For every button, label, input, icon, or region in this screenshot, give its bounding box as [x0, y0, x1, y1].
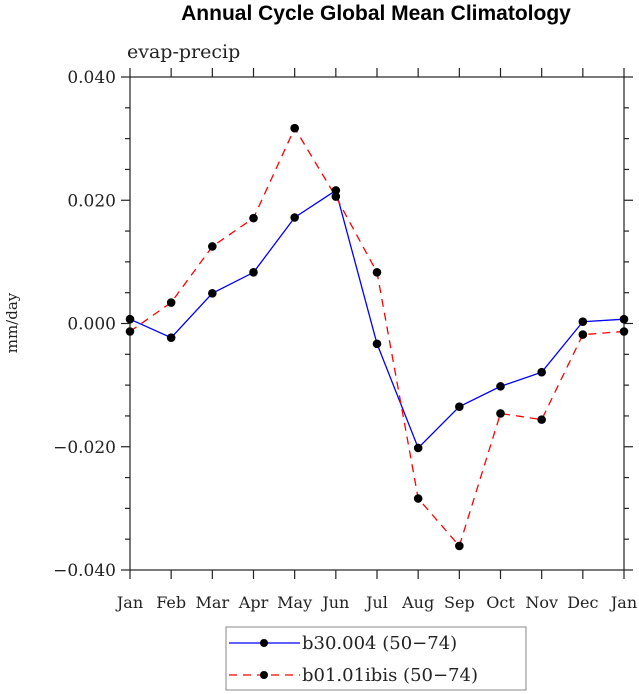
series-0-point [413, 443, 423, 453]
series-0-point [496, 382, 505, 391]
series-1-point [578, 330, 588, 339]
series-1-point [125, 327, 135, 336]
legend-label-0: b30.004 (50−74) [302, 633, 457, 654]
y-axis: −0.040 −0.020 0.000 0.020 0.040 [53, 68, 633, 581]
series-0-point [331, 186, 341, 195]
series-1-point [537, 415, 546, 424]
series-1-point [619, 327, 629, 336]
y-tick-label: 0.040 [67, 68, 116, 88]
series-0-point [208, 289, 217, 298]
legend: b30.004 (50−74) b01.01ibis (50−74) [225, 626, 527, 691]
y-axis-label: mm/day [3, 292, 21, 353]
series-1-point [455, 541, 464, 551]
x-tick-label: Feb [156, 593, 186, 612]
series-0-point [619, 314, 629, 324]
x-tick-label: Jan [609, 593, 637, 612]
series-line-1 [129, 126, 625, 548]
series-1-point [249, 213, 258, 223]
series-1-point [413, 494, 423, 503]
series-1-point [290, 123, 299, 133]
series-1-point [372, 268, 382, 277]
x-tick-label: Oct [486, 593, 515, 612]
legend-marker-0 [260, 639, 268, 647]
x-tick-label: Jun [320, 593, 349, 612]
x-tick-label: Nov [525, 593, 558, 612]
y-tick-label: 0.020 [67, 191, 116, 211]
series-0-point [372, 339, 382, 349]
x-tick-label: May [277, 593, 312, 612]
series-0-point [290, 213, 299, 222]
series-1-point [331, 192, 341, 201]
plot-frame [129, 76, 625, 571]
series-0-point [578, 317, 588, 326]
series-0-point [125, 314, 135, 324]
series-1-point [166, 298, 176, 307]
series-1-point [208, 242, 217, 251]
x-tick-label: Jul [364, 593, 388, 612]
series-line-0 [129, 189, 625, 450]
series-0-point [249, 268, 258, 277]
x-tick-label: Aug [401, 593, 434, 612]
series-0-point [537, 367, 546, 377]
x-tick-label: Dec [567, 593, 598, 612]
x-tick-label: Mar [196, 593, 230, 612]
chart-title: Annual Cycle Global Mean Climatology [181, 2, 571, 25]
x-tick-label: Jan [115, 593, 143, 612]
y-tick-label: 0.000 [67, 315, 116, 335]
chart-subtitle: evap-precip [127, 41, 240, 63]
series-0-point [455, 402, 464, 411]
legend-box [225, 626, 527, 691]
x-tick-label: Apr [238, 593, 269, 612]
x-axis: Jan Feb Mar Apr May Jun Jul Aug Sep Oct Nov Dec Jan [115, 68, 637, 612]
y-tick-label: −0.040 [53, 561, 116, 581]
legend-label-1: b01.01ibis (50−74) [302, 665, 478, 686]
y-tick-label: −0.020 [53, 438, 116, 458]
series-1-point [496, 409, 505, 418]
series-0-point [166, 333, 176, 342]
series-group [125, 123, 629, 551]
x-tick-label: Sep [444, 593, 475, 612]
legend-marker-1 [260, 671, 268, 679]
